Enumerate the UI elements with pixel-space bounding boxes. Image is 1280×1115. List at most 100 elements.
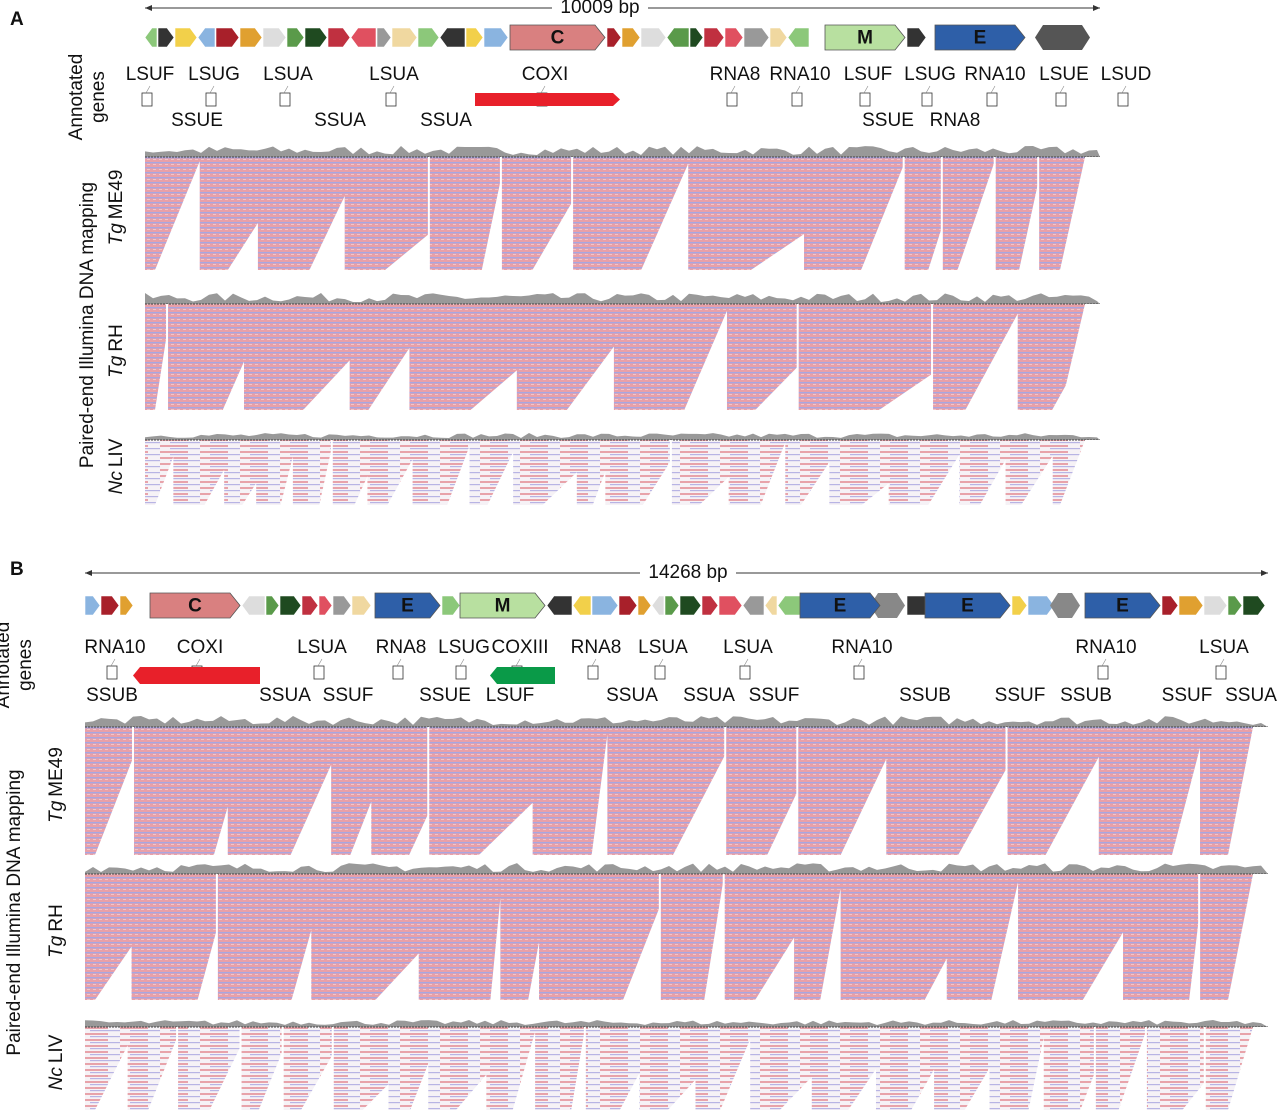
read-gap	[641, 163, 689, 270]
track-species: Nc	[46, 1067, 67, 1091]
track-strain: LIV	[106, 438, 127, 467]
gene-box	[392, 665, 404, 680]
read-gap	[542, 472, 577, 505]
gene-label: LSUE	[1039, 64, 1089, 85]
gene-arrow	[241, 595, 266, 616]
read-gap	[911, 1069, 935, 1110]
read-gap	[879, 374, 933, 410]
read-gap	[301, 1054, 333, 1110]
track-strain: LIV	[46, 1034, 67, 1063]
gene-label: COXIII	[491, 637, 548, 658]
read-gap	[1182, 1081, 1205, 1110]
read-gap	[1189, 916, 1200, 1000]
gene-label: LSUA	[723, 637, 773, 658]
gene-box	[921, 92, 933, 107]
read-gap	[958, 768, 1007, 855]
gene-arrow	[769, 27, 788, 48]
gene-leader	[1101, 658, 1107, 667]
read-gap	[619, 1073, 640, 1110]
gene-arrow	[1242, 595, 1266, 616]
gene-leader	[195, 658, 201, 667]
gene-arrow	[701, 595, 719, 616]
read-gap	[291, 930, 312, 1000]
gene-arrow	[350, 27, 377, 48]
gene-label: SSUB	[86, 685, 138, 706]
gene-arrow	[640, 27, 667, 48]
read-gap	[704, 877, 724, 1000]
read-gap	[447, 446, 470, 505]
read-gap	[213, 806, 228, 855]
read-gap	[155, 161, 200, 270]
gene-bar	[475, 93, 620, 106]
read-gap	[667, 1079, 696, 1110]
gene-arrow	[1035, 25, 1090, 50]
read-gap	[309, 196, 345, 270]
gene-arrow	[318, 595, 333, 616]
gene-box	[726, 92, 738, 107]
mapping-label: Paired-end Illumina DNA mapping	[4, 769, 25, 1055]
gene-arrow	[777, 595, 804, 616]
gene-block-letter: E	[974, 28, 987, 49]
gene-label: SSUA	[606, 685, 658, 706]
gene-leader	[515, 658, 521, 667]
read-gap	[487, 451, 514, 505]
gene-block-letter: M	[857, 28, 873, 49]
track-species: Tg	[46, 935, 67, 958]
gene-label: RNA8	[930, 110, 981, 131]
gene-leader	[396, 658, 402, 667]
gene-block-letter: E	[1116, 596, 1129, 617]
gene-label: COXI	[522, 64, 568, 85]
scale-arrow	[1093, 5, 1100, 11]
gene-block-letter: C	[188, 596, 202, 617]
gene-arrow	[689, 27, 704, 48]
gene-label: COXI	[177, 637, 223, 658]
gene-arrow	[1178, 595, 1204, 616]
gene-arrow	[606, 27, 622, 48]
read-pileup	[145, 157, 1100, 270]
read-gap	[410, 1063, 429, 1110]
read-gap	[197, 929, 217, 1000]
gene-arrow	[906, 27, 927, 48]
track-species: Nc	[106, 471, 127, 495]
read-gap	[209, 1046, 241, 1110]
gene-arrow	[262, 27, 287, 48]
read-gap	[258, 1050, 283, 1110]
read-gap	[566, 346, 614, 410]
gene-leader	[389, 85, 395, 94]
gene-arrow	[591, 595, 619, 616]
read-gap	[481, 178, 501, 270]
gene-block	[799, 592, 881, 619]
gene-arrow	[197, 27, 216, 48]
gene-label: SSUF	[1162, 685, 1213, 706]
gene-arrow	[1011, 595, 1028, 616]
read-gap	[456, 1074, 487, 1110]
read-gap	[672, 754, 726, 855]
gene-box	[986, 92, 998, 107]
gene-arrow	[144, 27, 158, 48]
gene-box	[1117, 92, 1129, 107]
annotated-genes-label: Annotatedgenes	[0, 622, 36, 709]
read-gap	[470, 370, 517, 410]
track-species: Tg	[106, 223, 127, 246]
gene-label: SSUA	[683, 685, 735, 706]
read-gap	[368, 348, 410, 410]
gene-leader	[110, 658, 116, 667]
gene-arrow	[651, 595, 665, 616]
read-gap	[280, 456, 293, 505]
gene-arrow	[787, 27, 810, 48]
read-pileup	[145, 304, 1100, 410]
scale-length: 10009 bp	[560, 0, 639, 18]
read-gap	[95, 946, 132, 1000]
gene-label: SSUF	[995, 685, 1046, 706]
gene-box	[279, 92, 291, 107]
gene-arrow	[764, 595, 778, 616]
read-gap	[148, 1037, 178, 1110]
gene-label: RNA10	[964, 64, 1025, 85]
gene-label: RNA8	[710, 64, 761, 85]
gene-label: SSUE	[419, 685, 471, 706]
read-gap	[242, 483, 257, 505]
gene-leader	[990, 85, 996, 94]
gene-leader	[925, 85, 931, 94]
gene-label: SSUB	[1060, 685, 1112, 706]
gene-block	[824, 24, 906, 51]
